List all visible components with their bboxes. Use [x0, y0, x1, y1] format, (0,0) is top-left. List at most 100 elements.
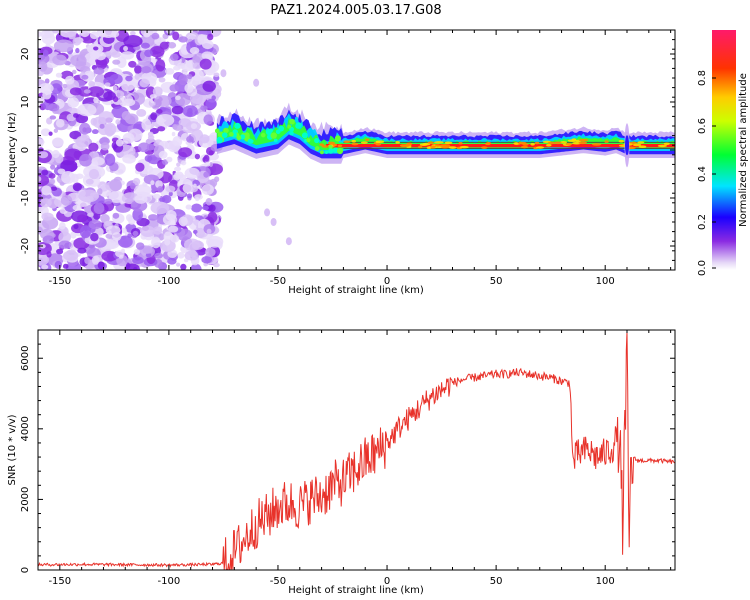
ridge-hotspot — [337, 144, 343, 148]
noise-blob — [103, 91, 116, 101]
noise-blob — [62, 263, 69, 269]
noise-blob — [158, 77, 166, 83]
ridge-hotspot — [319, 143, 325, 146]
noise-blob — [134, 73, 140, 80]
noise-blob — [64, 148, 82, 161]
noise-blob — [84, 257, 91, 265]
snr-ylabel: SNR (10 * v/v) — [7, 414, 18, 485]
ridge-hotspot — [530, 143, 535, 146]
ridge-hotspot — [591, 143, 602, 146]
noise-blob — [195, 197, 200, 202]
noise-blob — [112, 59, 121, 65]
noise-blob — [165, 185, 176, 193]
noise-blob — [128, 128, 143, 142]
noise-blob — [130, 31, 136, 36]
noise-blob — [169, 84, 179, 92]
noise-blob — [176, 262, 181, 267]
noise-blob — [112, 212, 120, 219]
spike-blob — [625, 135, 630, 156]
noise-blob — [184, 250, 199, 261]
noise-blob — [151, 236, 161, 249]
noise-blob — [205, 198, 213, 206]
noise-blob — [144, 49, 153, 58]
noise-blob — [69, 87, 82, 96]
noise-blob — [154, 252, 164, 259]
noise-blob — [204, 162, 211, 167]
noise-blob — [206, 235, 224, 248]
noise-blob — [132, 208, 143, 222]
noise-blob — [77, 214, 88, 223]
noise-blob — [220, 69, 227, 78]
noise-blob — [81, 74, 89, 80]
ridge-hotspot — [289, 131, 294, 136]
ridge-hotspot — [517, 141, 527, 145]
ridge-hotspot — [376, 140, 385, 144]
x-tick-label: -150 — [48, 276, 71, 287]
noise-blob — [157, 185, 164, 193]
noise-blob — [50, 186, 58, 191]
noise-blob — [135, 162, 145, 172]
noise-blob — [38, 83, 54, 94]
ridge-hotspot — [657, 144, 668, 148]
noise-blob — [93, 67, 105, 75]
noise-blob — [133, 184, 152, 197]
noise-blob — [200, 105, 208, 111]
noise-blob — [194, 153, 201, 160]
noise-blob — [47, 197, 59, 209]
noise-blob — [40, 30, 51, 39]
noise-blob — [192, 62, 202, 70]
noise-blob — [149, 46, 165, 58]
noise-blob — [207, 33, 214, 41]
noise-blob — [137, 142, 151, 153]
noise-blob — [186, 135, 194, 143]
noise-blob — [195, 227, 206, 239]
ridge-hotspot — [534, 141, 540, 145]
noise-blob — [41, 264, 49, 270]
noise-blob — [156, 109, 163, 114]
noise-blob — [178, 216, 188, 227]
noise-blob — [128, 60, 137, 68]
noise-blob — [171, 131, 176, 137]
x-tick-label: -50 — [270, 276, 286, 287]
snr-panel: -150 -100 -50 0 50 100 0 2000 4000 6000 Height of… — [7, 329, 676, 596]
noise-blob — [73, 224, 79, 230]
noise-blob — [87, 86, 105, 97]
ridge-hotspot — [321, 145, 329, 148]
ridge-hotspot — [399, 144, 410, 147]
noise-blob — [166, 156, 173, 163]
noise-blob — [75, 135, 90, 148]
x-tick-label: 50 — [490, 276, 503, 287]
noise-blob — [285, 237, 292, 246]
snr-frame — [37, 329, 676, 571]
ridge-hotspot — [604, 140, 609, 143]
noise-blob — [132, 177, 141, 186]
noise-blob — [203, 171, 210, 178]
ridge-hotspot — [306, 138, 311, 143]
ridge-hotspot — [663, 142, 670, 146]
noise-blob — [56, 248, 64, 255]
ridge-hotspot — [360, 141, 368, 144]
ridge-hotspot — [418, 145, 423, 149]
noise-blob — [111, 232, 122, 241]
noise-blob — [199, 134, 210, 144]
noise-blob — [100, 142, 110, 151]
ridge-hotspot — [278, 125, 285, 132]
noise-blob — [121, 110, 131, 121]
noise-blob — [85, 178, 94, 185]
noise-blob — [134, 194, 148, 204]
noise-blob — [91, 156, 105, 166]
noise-blob — [50, 164, 56, 170]
ridge-hotspot — [223, 127, 229, 134]
noise-blob — [143, 98, 157, 108]
ridge-hotspot — [273, 138, 278, 143]
noise-blob — [78, 189, 99, 203]
noise-blob — [201, 184, 215, 196]
ridge-hotspot — [327, 141, 335, 145]
noise-blob — [190, 123, 198, 130]
ridge-hotspot — [435, 144, 441, 147]
noise-blob — [204, 247, 216, 257]
noise-blob — [182, 183, 193, 194]
x-tick-label: -50 — [270, 576, 286, 587]
noise-blob — [203, 114, 213, 125]
